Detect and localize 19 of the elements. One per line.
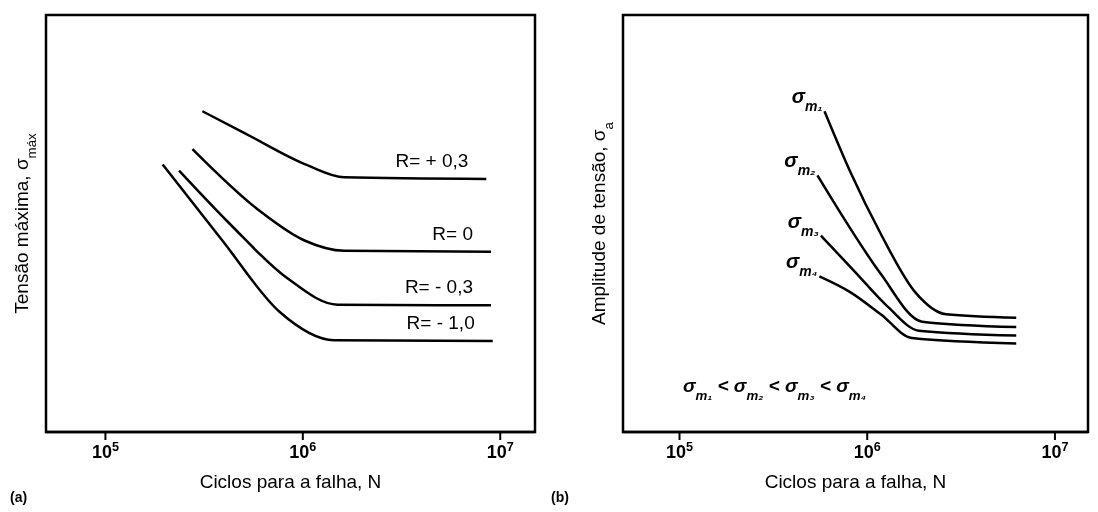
series-label: R= 0 bbox=[432, 222, 474, 244]
text: (b) bbox=[551, 489, 569, 505]
x-tick-label: 10$^{5}$ bbox=[665, 440, 694, 462]
series-label: σ$_{m₁}$ bbox=[791, 85, 823, 115]
series-label: R= + 0,3 bbox=[395, 149, 469, 171]
series-label: R= - 1,0 bbox=[406, 311, 475, 333]
x-axis-title: Ciclos para a falha, N bbox=[764, 471, 947, 492]
x-tick-label: 10$^{6}$ bbox=[289, 440, 317, 462]
series-label: σ$_{m₄}$ bbox=[786, 250, 818, 280]
series-label: σ$_{m₂}$ bbox=[784, 149, 816, 179]
x-tick-label: 10$^{6}$ bbox=[853, 440, 881, 462]
x-tick-label: 10$^{5}$ bbox=[91, 440, 119, 462]
x-tick-label: 10$^{7}$ bbox=[1041, 440, 1069, 462]
annotation: σ$_{m₁}$ < σ$_{m₂}$ < σ$_{m₃}$ < σ$_{m₄}$ bbox=[683, 375, 866, 403]
text: (a) bbox=[10, 489, 28, 505]
series-label: R= - 0,3 bbox=[404, 276, 474, 298]
series-label: σ$_{m₃}$ bbox=[787, 209, 819, 239]
x-tick-label: 10$^{7}$ bbox=[486, 440, 514, 462]
x-axis-title: Ciclos para a falha, N bbox=[199, 471, 382, 492]
